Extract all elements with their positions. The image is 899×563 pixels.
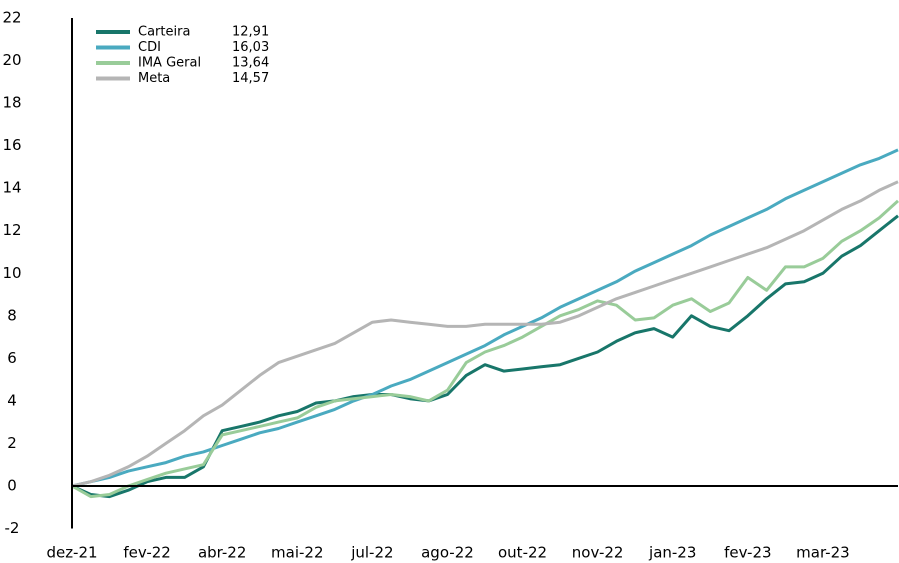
y-tick-label: 16	[2, 136, 21, 154]
legend-value: 12,91	[232, 25, 269, 40]
x-tick-label: abr-22	[198, 544, 246, 562]
x-tick-label: jul-22	[350, 544, 393, 562]
y-tick-label: 6	[7, 349, 17, 367]
series-line	[71, 199, 899, 499]
y-tick-label: 22	[2, 9, 21, 27]
y-tick-label: 18	[2, 94, 21, 112]
x-tick-label: mar-23	[796, 544, 850, 562]
series-line	[71, 148, 899, 488]
x-tick-label: fev-23	[724, 544, 771, 562]
x-tick-label: ago-22	[421, 544, 474, 562]
x-tick-label: mai-22	[271, 544, 323, 562]
legend-label: Meta	[138, 71, 170, 86]
x-tick-label: dez-21	[46, 544, 97, 562]
y-tick-label: 10	[2, 264, 21, 282]
legend-label: IMA Geral	[138, 56, 201, 71]
y-tick-label: 2	[7, 434, 17, 452]
legend-label: Carteira	[138, 25, 190, 40]
series-line	[71, 180, 899, 488]
y-tick-label: 4	[7, 391, 17, 409]
y-tick-label: 14	[2, 179, 21, 197]
y-tick-label: 20	[2, 51, 21, 69]
x-tick-label: fev-22	[123, 544, 170, 562]
x-tick-label: nov-22	[572, 544, 624, 562]
legend-label: CDI	[138, 40, 161, 55]
x-tick-label: jan-23	[648, 544, 696, 562]
y-tick-label: -2	[5, 519, 20, 537]
legend-value: 13,64	[232, 56, 269, 71]
y-tick-label: 0	[7, 476, 17, 494]
x-tick-label: out-22	[498, 544, 547, 562]
y-tick-label: 8	[7, 306, 17, 324]
legend-value: 14,57	[232, 71, 269, 86]
y-tick-label: 12	[2, 221, 21, 239]
legend-value: 16,03	[232, 40, 269, 55]
